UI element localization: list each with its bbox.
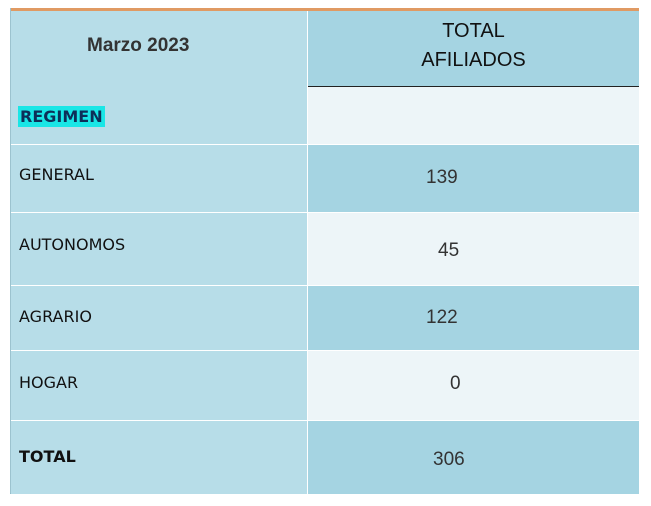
table-row-value-cell: 122	[308, 286, 639, 351]
row-divider	[11, 285, 639, 286]
row-divider	[11, 144, 639, 145]
affiliates-table: Marzo 2023 TOTAL AFILIADOS REGIMEN GENER…	[10, 8, 639, 494]
total-header-line2: AFILIADOS	[421, 49, 526, 71]
total-value-cell: 306	[308, 421, 639, 494]
total-header: TOTAL AFILIADOS	[308, 17, 639, 75]
row-value-hogar: 0	[450, 373, 461, 394]
row-value-general: 139	[426, 167, 458, 188]
table-top-rule	[11, 8, 639, 11]
total-value: 306	[433, 449, 465, 470]
table-row-label-cell: AUTONOMOS	[11, 213, 308, 286]
section-label-cell: REGIMEN	[11, 87, 308, 145]
month-title: Marzo 2023	[87, 35, 190, 56]
row-divider	[11, 420, 639, 421]
row-label-hogar: HOGAR	[19, 373, 79, 392]
month-header-cell: Marzo 2023	[11, 11, 308, 87]
total-label-cell: TOTAL	[11, 421, 308, 494]
regimen-label: REGIMEN	[18, 106, 105, 127]
total-label: TOTAL	[19, 447, 76, 466]
row-divider	[11, 212, 639, 213]
total-header-cell: TOTAL AFILIADOS	[308, 11, 639, 87]
table-row-label-cell: AGRARIO	[11, 286, 308, 351]
row-label-agrario: AGRARIO	[19, 307, 92, 326]
table-row-label-cell: HOGAR	[11, 351, 308, 421]
table-row-value-cell: 139	[308, 145, 639, 213]
row-value-agrario: 122	[426, 307, 458, 328]
total-header-line1: TOTAL	[442, 20, 505, 42]
header-underline	[308, 86, 639, 87]
row-value-autonomos: 45	[438, 240, 460, 261]
row-divider	[11, 350, 639, 351]
row-label-general: GENERAL	[19, 165, 94, 184]
table-row-value-cell: 0	[308, 351, 639, 421]
table-row-value-cell: 45	[308, 213, 639, 286]
row-label-autonomos: AUTONOMOS	[19, 235, 126, 254]
section-value-cell	[308, 87, 639, 145]
table-row-label-cell: GENERAL	[11, 145, 308, 213]
